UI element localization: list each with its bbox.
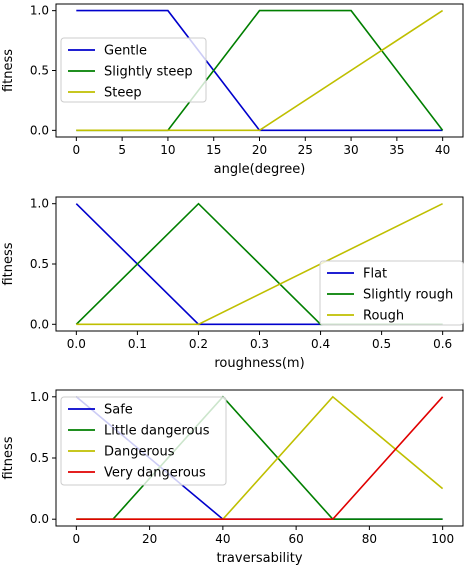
y-tick-label: 0.0 xyxy=(30,317,49,331)
y-tick-label: 0.5 xyxy=(30,64,49,78)
x-tick-label: 0 xyxy=(73,532,81,546)
chart-panel-3: 0 20 40 60 80 100 0.0 0.5 1.0 traversability fitne… xyxy=(1,389,464,566)
x-axis-label: angle(degree) xyxy=(214,162,306,177)
y-tick-label: 1.0 xyxy=(30,390,49,404)
x-tick-label: 0.4 xyxy=(311,337,330,351)
y-tick-label: 1.0 xyxy=(30,197,49,211)
y-tick-label: 0.5 xyxy=(30,257,49,271)
x-tick-label: 30 xyxy=(343,143,358,157)
y-tick-label: 0.0 xyxy=(30,123,49,137)
series-line-3 xyxy=(76,9,444,132)
y-tick-label: 0.5 xyxy=(30,451,49,465)
legend-label: Slightly steep xyxy=(104,65,193,80)
x-tick-label: 80 xyxy=(362,532,377,546)
x-tick-label: 25 xyxy=(298,143,313,157)
y-tick-label: 1.0 xyxy=(30,4,49,18)
x-tick-label: 10 xyxy=(160,143,175,157)
x-axis-label: traversability xyxy=(216,551,302,566)
x-tick-label: 0.3 xyxy=(250,337,269,351)
x-tick-label: 60 xyxy=(288,532,303,546)
series-line-4 xyxy=(76,396,444,521)
legend-label: Steep xyxy=(104,86,142,101)
x-tick-label: 5 xyxy=(118,143,126,157)
legend-label: Slightly rough xyxy=(363,288,453,303)
legend-label: Safe xyxy=(104,403,133,418)
chart-panel-1: 0 5 10 15 20 25 30 35 40 0.0 0.5 1.0 angle(degree) fi… xyxy=(1,3,464,177)
y-axis-label: fitness xyxy=(1,242,16,285)
legend-label: Flat xyxy=(363,267,387,282)
legend: Gentle Slightly steep Steep xyxy=(60,37,207,103)
legend-label: Very dangerous xyxy=(104,466,206,481)
x-tick-label: 20 xyxy=(252,143,267,157)
x-tick-label: 100 xyxy=(431,532,454,546)
chart-panel-2: 0.0 0.1 0.2 0.3 0.4 0.5 0.6 0.0 0.5 1.0 roughness(… xyxy=(1,196,464,371)
legend-label: Little dangerous xyxy=(104,424,210,439)
legend: Flat Slightly rough Rough xyxy=(319,260,464,326)
x-tick-label: 0.2 xyxy=(189,337,208,351)
series-line-3 xyxy=(76,202,443,326)
x-tick-label: 0.6 xyxy=(433,337,452,351)
legend-box xyxy=(60,396,227,486)
x-tick-label: 15 xyxy=(206,143,221,157)
x-tick-label: 0.5 xyxy=(372,337,391,351)
legend: Safe Little dangerous Dangerous Very danger… xyxy=(60,396,227,486)
x-tick-label: 40 xyxy=(435,143,450,157)
x-axis-label: roughness(m) xyxy=(214,356,304,371)
legend-label: Dangerous xyxy=(104,445,175,460)
legend-box xyxy=(60,37,207,103)
x-tick-label: 20 xyxy=(142,532,157,546)
y-axis-label: fitness xyxy=(1,436,16,479)
x-tick-label: 0.0 xyxy=(67,337,86,351)
x-tick-label: 0.1 xyxy=(128,337,147,351)
y-tick-label: 0.0 xyxy=(30,512,49,526)
x-tick-label: 0 xyxy=(73,143,81,157)
legend-label: Rough xyxy=(363,309,404,324)
x-tick-label: 40 xyxy=(215,532,230,546)
legend-box xyxy=(319,260,464,326)
y-axis-label: fitness xyxy=(1,49,16,92)
legend-label: Gentle xyxy=(104,44,147,59)
x-tick-label: 35 xyxy=(389,143,404,157)
